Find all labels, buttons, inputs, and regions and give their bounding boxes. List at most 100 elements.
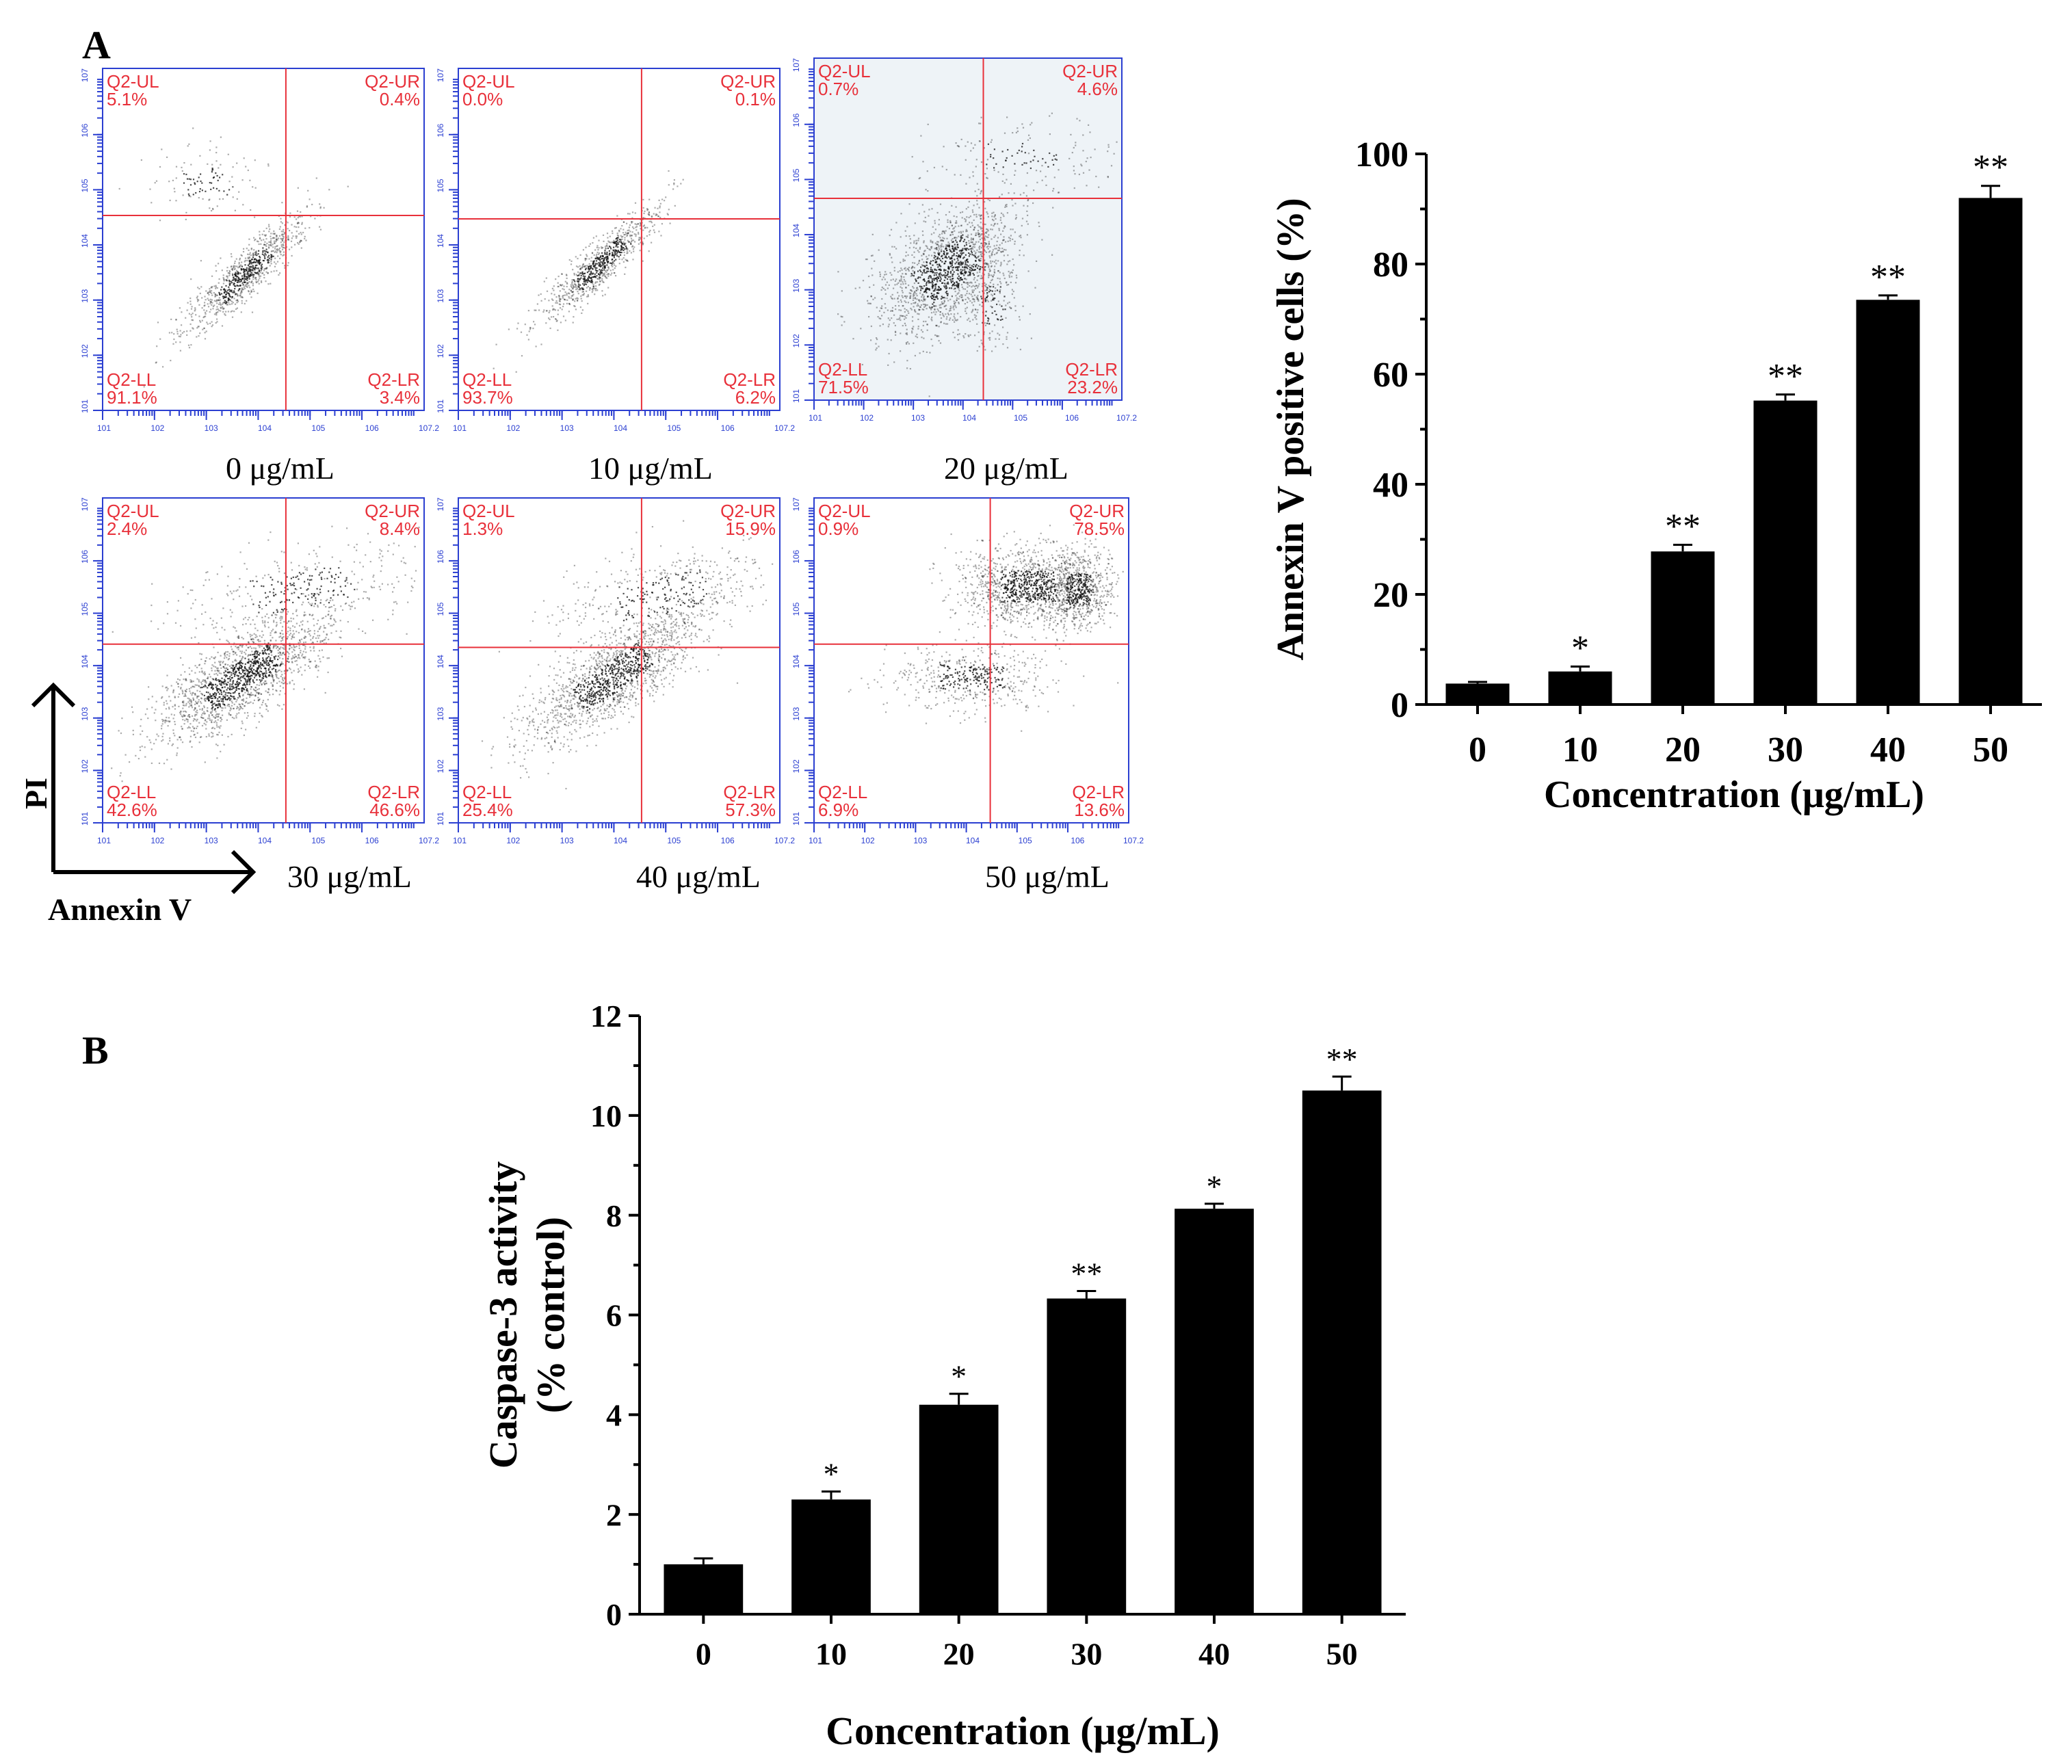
event-dot <box>257 662 259 664</box>
event-dot <box>270 242 272 244</box>
event-dot <box>988 266 990 268</box>
event-dot <box>990 285 992 288</box>
event-dot <box>266 660 268 662</box>
event-dot <box>976 297 978 299</box>
event-dot <box>956 241 958 243</box>
event-dot <box>233 298 235 300</box>
event-dot <box>945 285 947 288</box>
event-dot <box>923 269 925 272</box>
event-dot <box>174 704 176 706</box>
event-dot <box>579 272 581 274</box>
event-dot <box>227 297 229 300</box>
event-dot <box>631 231 633 233</box>
event-dot <box>269 265 271 267</box>
event-dot <box>1088 124 1090 126</box>
event-dot <box>234 278 236 280</box>
event-dot <box>230 289 232 291</box>
event-dot <box>994 290 996 292</box>
event-dot <box>934 285 936 287</box>
event-dot <box>603 274 605 276</box>
event-dot <box>321 649 323 651</box>
event-dot <box>936 292 939 294</box>
event-dot <box>954 291 956 293</box>
event-dot <box>274 233 276 235</box>
event-dot <box>891 310 893 312</box>
event-dot <box>883 311 885 313</box>
event-dot <box>192 685 194 687</box>
event-dot <box>980 258 982 260</box>
event-dot <box>913 302 915 304</box>
event-dot <box>936 247 938 249</box>
event-dot <box>973 294 975 296</box>
event-dot <box>639 225 641 227</box>
event-dot <box>545 277 547 279</box>
event-dot <box>934 305 936 307</box>
event-dot <box>962 273 964 275</box>
event-dot <box>937 288 939 291</box>
event-dot <box>228 269 231 272</box>
event-dot <box>934 313 936 315</box>
event-dot <box>884 307 887 309</box>
event-dot <box>920 329 923 331</box>
event-dot <box>945 323 947 325</box>
event-dot <box>588 266 590 268</box>
event-dot <box>958 302 960 304</box>
event-dot <box>161 697 163 699</box>
event-dot <box>960 231 962 233</box>
event-dot <box>580 277 582 279</box>
event-dot <box>215 300 217 302</box>
event-dot <box>640 241 642 243</box>
event-dot <box>596 252 599 254</box>
event-dot <box>630 243 632 245</box>
event-dot <box>988 268 991 270</box>
event-dot <box>956 282 958 284</box>
event-dot <box>216 700 218 702</box>
event-dot <box>616 234 618 236</box>
event-dot <box>984 315 987 317</box>
event-dot <box>637 223 639 225</box>
event-dot <box>187 193 189 195</box>
event-dot <box>901 269 903 271</box>
event-dot <box>982 282 984 285</box>
event-dot <box>917 304 919 307</box>
event-dot <box>985 251 987 253</box>
event-dot <box>899 279 901 281</box>
event-dot <box>277 655 280 657</box>
event-dot <box>967 334 969 337</box>
event-dot <box>1076 118 1078 120</box>
event-dot <box>581 273 583 275</box>
event-dot <box>626 250 628 252</box>
event-dot <box>261 704 263 706</box>
event-dot <box>183 330 185 333</box>
event-dot <box>945 274 947 276</box>
event-dot <box>897 298 899 300</box>
event-dot <box>235 646 237 648</box>
event-dot <box>198 315 200 317</box>
event-dot <box>669 222 671 224</box>
event-dot <box>987 215 989 218</box>
event-dot <box>935 248 937 250</box>
event-dot <box>983 274 985 276</box>
event-dot <box>982 302 984 304</box>
event-dot <box>295 235 297 237</box>
event-dot <box>950 280 952 282</box>
event-dot <box>970 250 973 252</box>
event-dot <box>255 277 257 279</box>
event-dot <box>238 688 240 690</box>
event-dot <box>199 188 201 190</box>
event-dot <box>628 226 630 228</box>
x-tick-label: 104 <box>962 413 976 423</box>
event-dot <box>265 244 267 246</box>
event-dot <box>277 255 279 257</box>
event-dot <box>951 251 953 253</box>
event-dot <box>1071 152 1073 154</box>
event-dot <box>584 268 587 271</box>
event-dot <box>596 278 599 280</box>
event-dot <box>256 684 258 686</box>
event-dot <box>617 250 619 252</box>
event-dot <box>979 235 981 237</box>
event-dot <box>239 662 241 664</box>
event-dot <box>252 288 254 291</box>
event-dot <box>213 702 215 705</box>
event-dot <box>273 620 275 622</box>
